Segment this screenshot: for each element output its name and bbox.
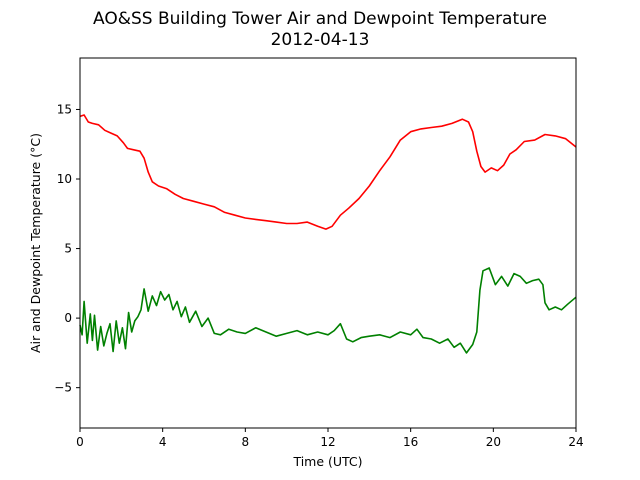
y-axis-label: Air and Dewpoint Temperature (°C) [28,133,43,353]
x-tick-label: 4 [159,435,167,449]
y-tick-label: −5 [54,381,72,395]
y-tick-label: 5 [64,242,72,256]
x-tick-label: 12 [320,435,335,449]
x-tick-label: 20 [486,435,501,449]
series-line-2 [79,267,577,354]
chart-subtitle: 2012-04-13 [271,30,370,50]
y-tick-label: 10 [57,172,72,186]
plot-frame [79,57,577,429]
ticks-layer: 0 4 8 12 16 20 24 −5 0 5 10 15 [54,102,583,449]
series-line-1 [79,114,577,230]
y-tick-label: 0 [64,311,72,325]
x-tick-label: 16 [403,435,418,449]
x-axis-label: Time (UTC) [292,454,362,469]
x-tick-label: 24 [568,435,583,449]
x-tick-label: 0 [76,435,84,449]
y-tick-label: 15 [57,102,72,116]
x-tick-label: 8 [242,435,250,449]
series-layer [79,114,577,354]
chart-title: AO&SS Building Tower Air and Dewpoint Te… [93,9,547,29]
